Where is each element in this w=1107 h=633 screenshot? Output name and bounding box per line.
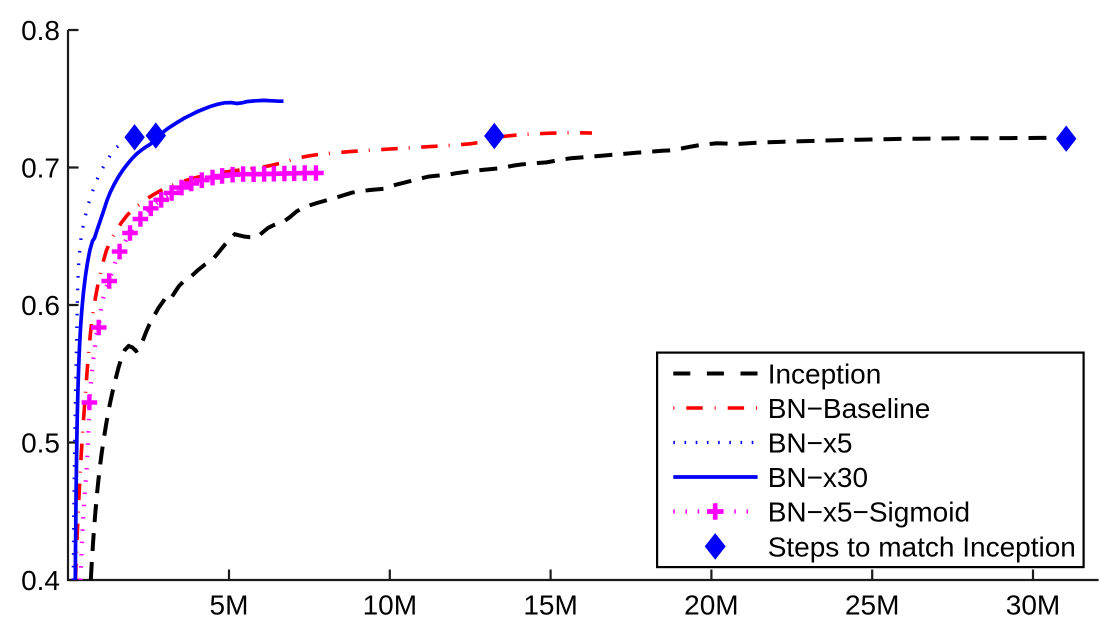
svg-text:5M: 5M	[210, 590, 249, 621]
svg-text:0.7: 0.7	[21, 153, 60, 184]
svg-text:0.5: 0.5	[21, 428, 60, 459]
svg-text:30M: 30M	[1006, 590, 1060, 621]
svg-text:0.4: 0.4	[21, 565, 60, 596]
svg-text:25M: 25M	[845, 590, 899, 621]
svg-text:BN−Baseline: BN−Baseline	[768, 393, 931, 424]
svg-text:Steps to match Inception: Steps to match Inception	[768, 531, 1076, 562]
svg-text:15M: 15M	[523, 590, 577, 621]
svg-text:Inception: Inception	[768, 359, 882, 390]
svg-text:0.6: 0.6	[21, 290, 60, 321]
svg-text:BN−x30: BN−x30	[768, 462, 868, 493]
svg-text:20M: 20M	[684, 590, 738, 621]
svg-text:BN−x5: BN−x5	[768, 428, 853, 459]
svg-text:0.8: 0.8	[21, 15, 60, 46]
svg-text:BN−x5−Sigmoid: BN−x5−Sigmoid	[768, 497, 970, 528]
svg-text:10M: 10M	[363, 590, 417, 621]
